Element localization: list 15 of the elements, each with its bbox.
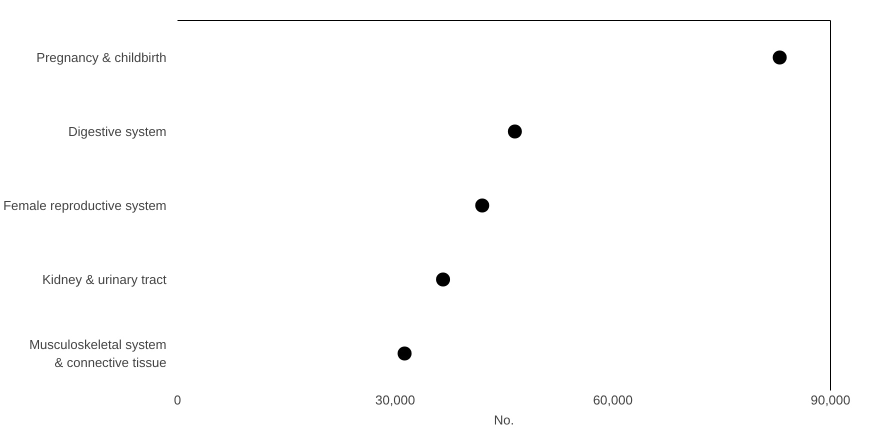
point [398, 346, 412, 360]
x-tick-label: 60,000 [592, 392, 633, 408]
point [772, 50, 787, 64]
y-tick-label: Digestive system [68, 124, 166, 139]
y-tick-label: Kidney & urinary tract [42, 272, 167, 287]
point [508, 124, 522, 138]
point [475, 198, 490, 212]
y-tick-label: Female reproductive system [3, 198, 166, 213]
y-tick-label: Musculoskeletal system & connective tissue [29, 337, 167, 370]
x-tick-label: 30,000 [375, 392, 416, 408]
x-tick-label: 0 [174, 392, 182, 408]
x-axis-title: No. [494, 412, 514, 428]
y-tick-label: Pregnancy & childbirth [36, 50, 167, 65]
point [436, 272, 450, 286]
x-tick-label: 90,000 [810, 392, 850, 408]
